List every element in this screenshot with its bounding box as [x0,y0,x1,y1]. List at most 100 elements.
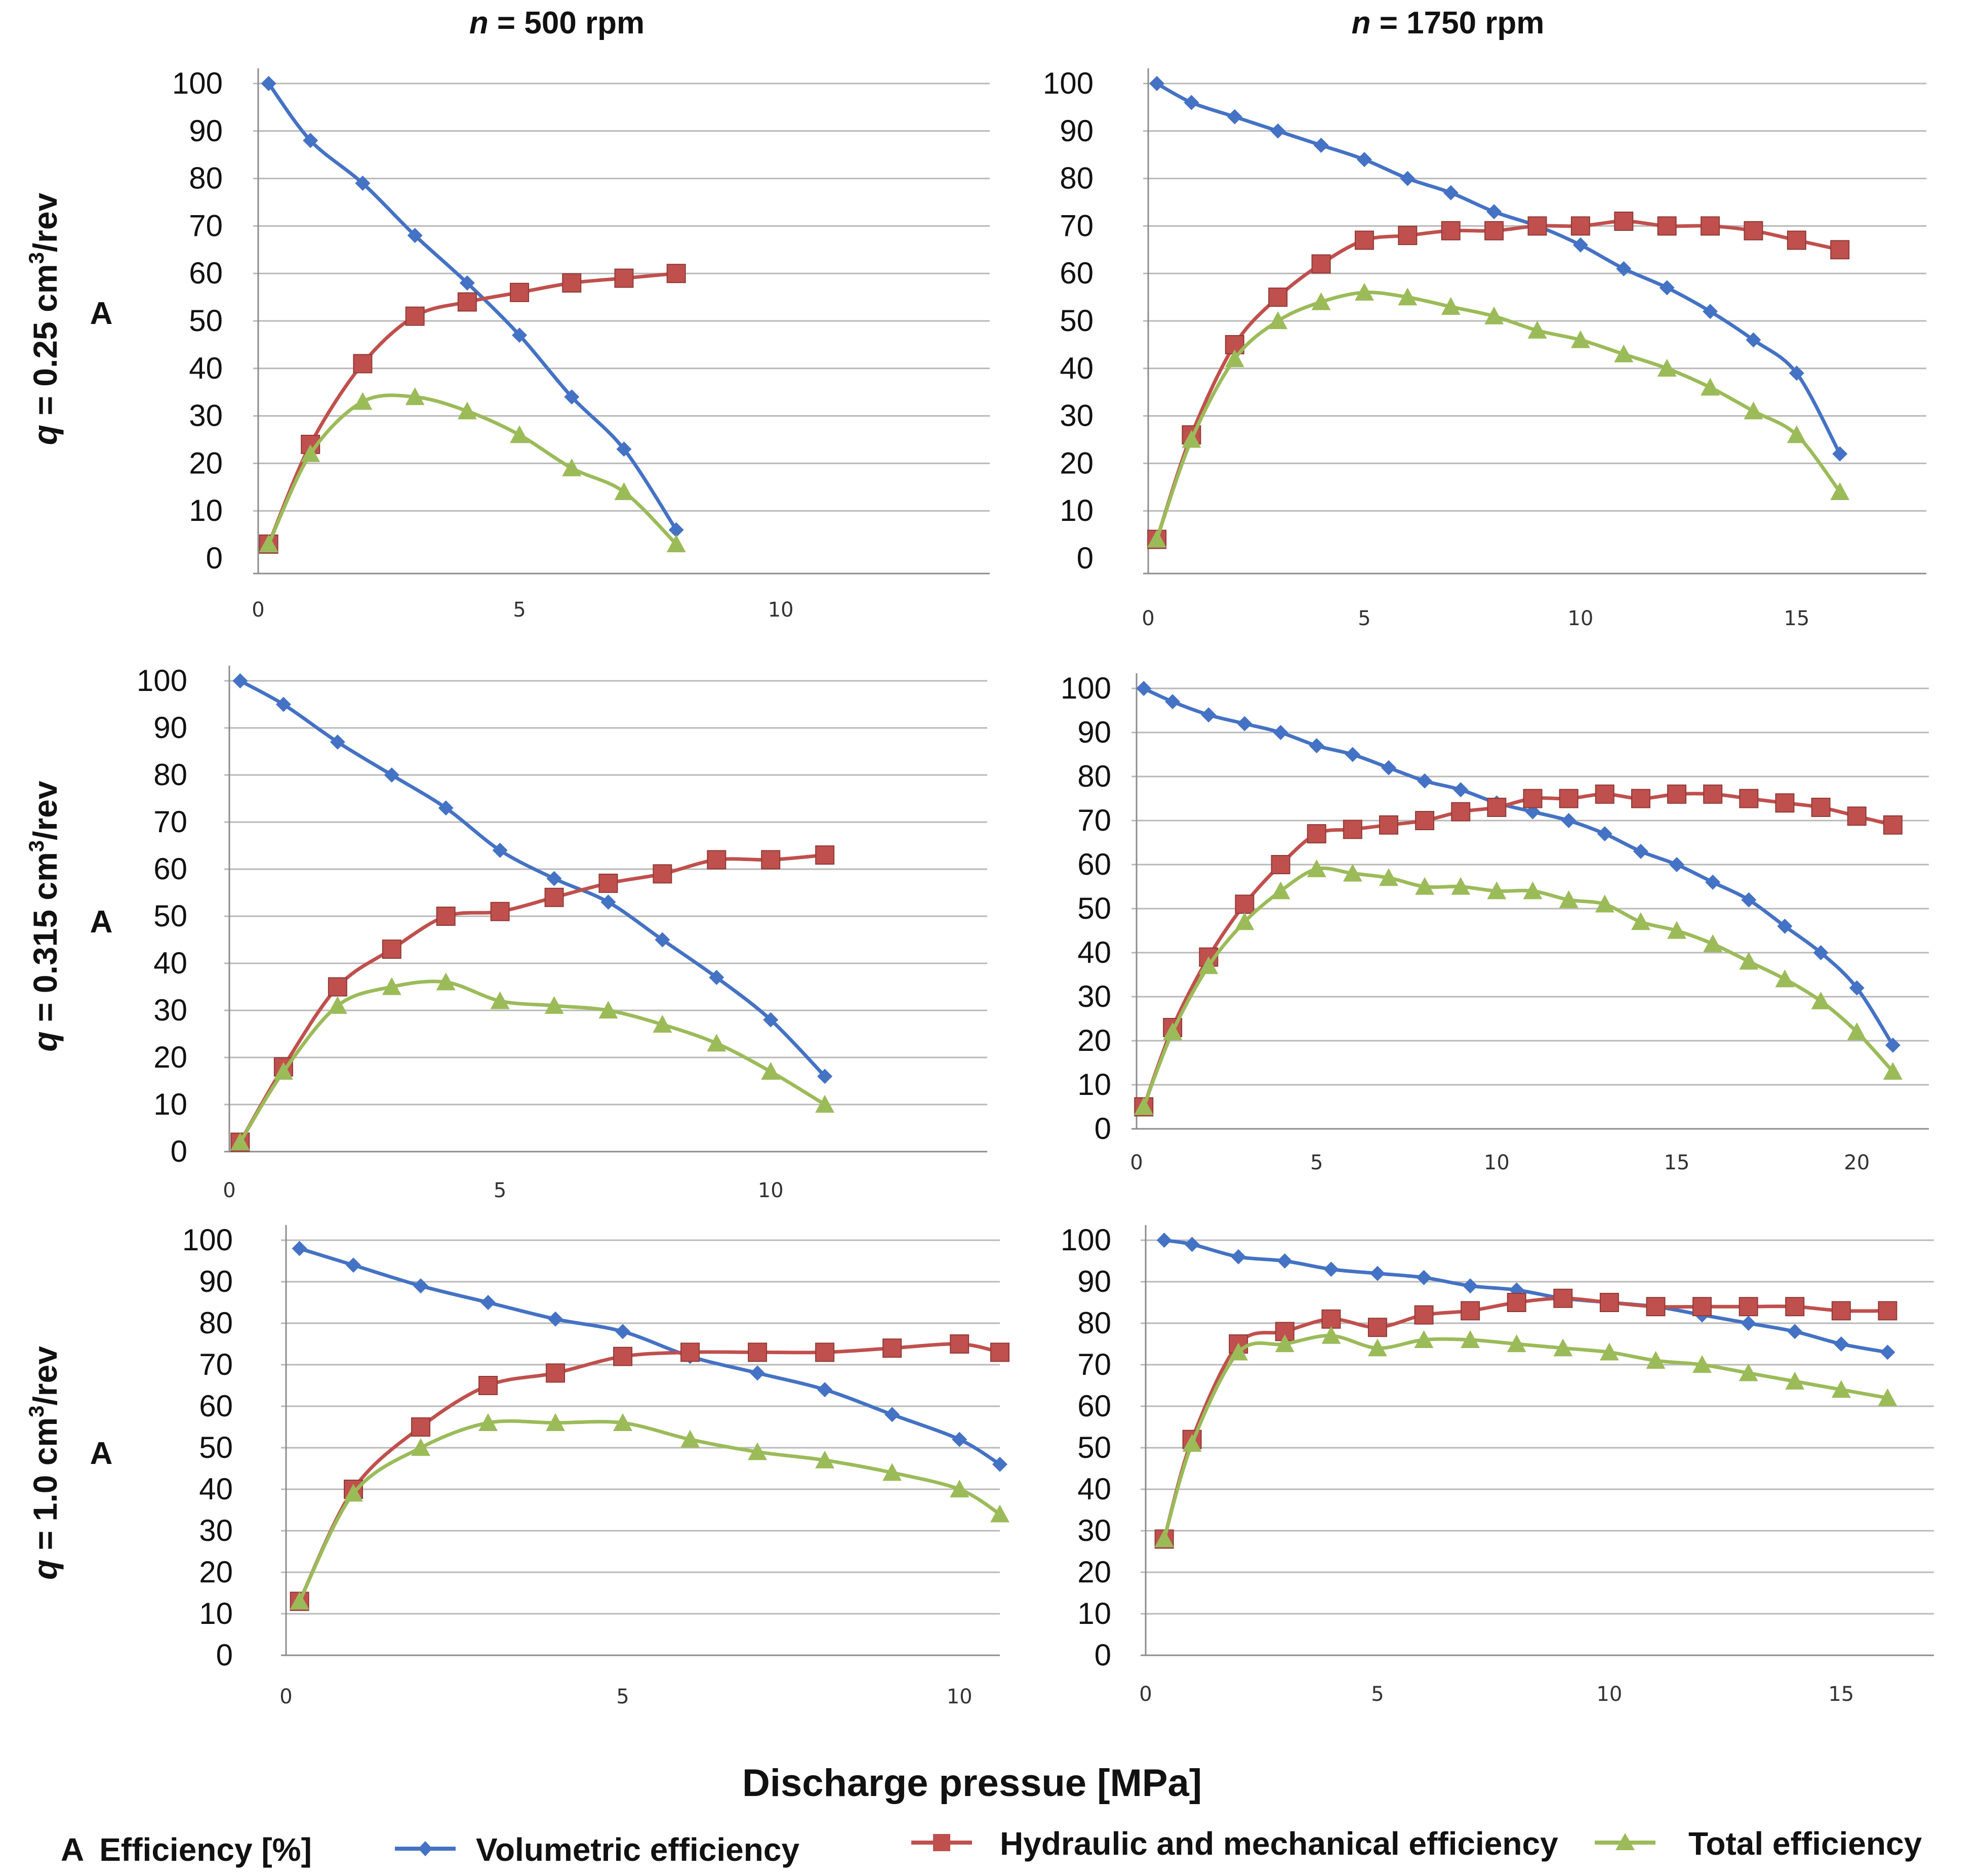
data-point-total [990,1504,1009,1523]
legend-marker-diamond [418,1841,432,1856]
data-point-total [1229,1342,1248,1361]
y-tick-label: 90 [1077,715,1111,749]
data-point-hydraulic [1692,1297,1712,1317]
data-point-total [1883,1062,1903,1080]
y-tick-label: 50 [199,1431,233,1464]
data-point-volumetric [303,133,318,148]
data-point-total [1268,311,1288,330]
chart-panel-1-1: 0 10 20 30 40 50 60 70 80 90 100 0 5 10 15 20 [1061,671,1929,1174]
y-tick-label: 30 [199,1514,233,1547]
data-point-volumetric [1149,76,1165,91]
data-point-volumetric [1356,152,1372,168]
data-point-volumetric [668,522,684,538]
data-point-total [478,1413,498,1431]
data-point-volumetric [548,1311,563,1327]
y-tick-label: 10 [1077,1068,1111,1102]
data-point-hydraulic [382,940,401,959]
data-point-total [707,1034,726,1052]
data-point-hydraulic [562,273,582,293]
data-point-hydraulic [1595,784,1614,804]
y-tick-label: 20 [153,1040,187,1074]
data-point-hydraulic [1527,216,1547,236]
series-markers-total [1147,282,1850,548]
data-point-hydraulic [950,1334,969,1354]
data-point-total [1595,894,1614,913]
data-point-hydraulic [1744,221,1763,240]
data-point-total [273,1062,293,1080]
series-markers-volumetric [261,76,684,538]
data-point-total [1570,330,1590,348]
data-point-volumetric [1381,760,1396,776]
series-markers-total [259,387,686,553]
data-point-total [1667,921,1687,939]
data-point-volumetric [1659,280,1675,296]
data-point-hydraulic [1739,789,1759,808]
data-point-hydraulic [761,850,781,870]
data-point-hydraulic [490,902,510,921]
data-point-hydraulic [1484,221,1504,240]
x-tick-label: 15 [1664,1151,1690,1174]
data-point-total [653,1014,672,1033]
data-point-total [546,1413,565,1431]
data-point-hydraulic [707,850,726,870]
data-point-total [614,482,634,500]
data-point-hydraulic [1553,1288,1573,1308]
data-point-volumetric [1572,237,1588,253]
data-point-total [1398,288,1418,306]
data-point-total [1744,401,1763,420]
y-tick-label: 60 [189,256,223,290]
data-point-total [290,1592,309,1610]
data-point-total [1527,320,1547,339]
y-tick-label: 0 [1095,1638,1111,1672]
data-point-hydraulic [457,292,477,312]
data-point-hydraulic [666,264,686,283]
legend-total: Total efficiency [1595,1825,1922,1862]
data-point-total [1163,1022,1183,1040]
y-tick-label: 70 [199,1348,233,1381]
data-point-volumetric [1849,980,1865,996]
data-point-hydraulic [544,887,564,907]
data-point-hydraulic [1559,789,1579,808]
y-tick-label: 70 [1077,803,1111,837]
data-point-volumetric [1227,109,1242,125]
y-tick-label: 10 [153,1087,187,1121]
y-tick-label: 80 [1060,161,1094,195]
legend-axis-key: A Efficiency [%] [61,1831,312,1868]
data-point-total [1831,1380,1851,1398]
data-point-total [1559,890,1579,908]
data-point-volumetric [1746,332,1761,348]
data-point-hydraulic [1311,254,1331,274]
data-point-hydraulic [1461,1301,1480,1321]
y-tick-label: 100 [1043,66,1094,100]
data-point-hydraulic [1631,789,1650,808]
data-point-volumetric [1201,707,1217,723]
y-tick-label: 40 [153,946,187,980]
data-point-volumetric [355,175,371,191]
x-tick-label: 10 [1484,1151,1510,1174]
y-tick-label: 60 [1077,847,1111,881]
data-point-total [457,401,477,420]
y-tick-label: 60 [153,852,187,886]
series-markers-total [230,972,835,1151]
data-point-hydraulic [614,268,634,288]
x-tick-label: 10 [947,1685,973,1708]
col-title-1750rpm: n = 1750 rpm [1352,6,1545,40]
chart-panel-0-1: 0 10 20 30 40 50 60 70 80 90 100 0 5 10 15 [1043,66,1926,630]
x-tick-label: 0 [223,1179,235,1202]
data-point-hydraulic [1775,793,1795,813]
series-markers-total [1134,859,1903,1115]
data-point-total [1523,881,1543,900]
data-point-total [613,1413,633,1431]
x-tick-label: 0 [1130,1151,1143,1174]
data-point-volumetric [952,1432,967,1447]
x-tick-label: 15 [1828,1683,1854,1706]
series-line-hydraulic [1142,792,1893,1108]
data-point-total [405,387,425,405]
data-point-volumetric [1741,892,1757,908]
data-point-hydraulic [1415,811,1435,830]
data-point-volumetric [1885,1037,1901,1053]
data-point-volumetric [1309,738,1324,754]
data-point-volumetric [1832,446,1848,462]
series-line-total [1142,866,1894,1108]
y-tick-label: 30 [1077,980,1111,1013]
